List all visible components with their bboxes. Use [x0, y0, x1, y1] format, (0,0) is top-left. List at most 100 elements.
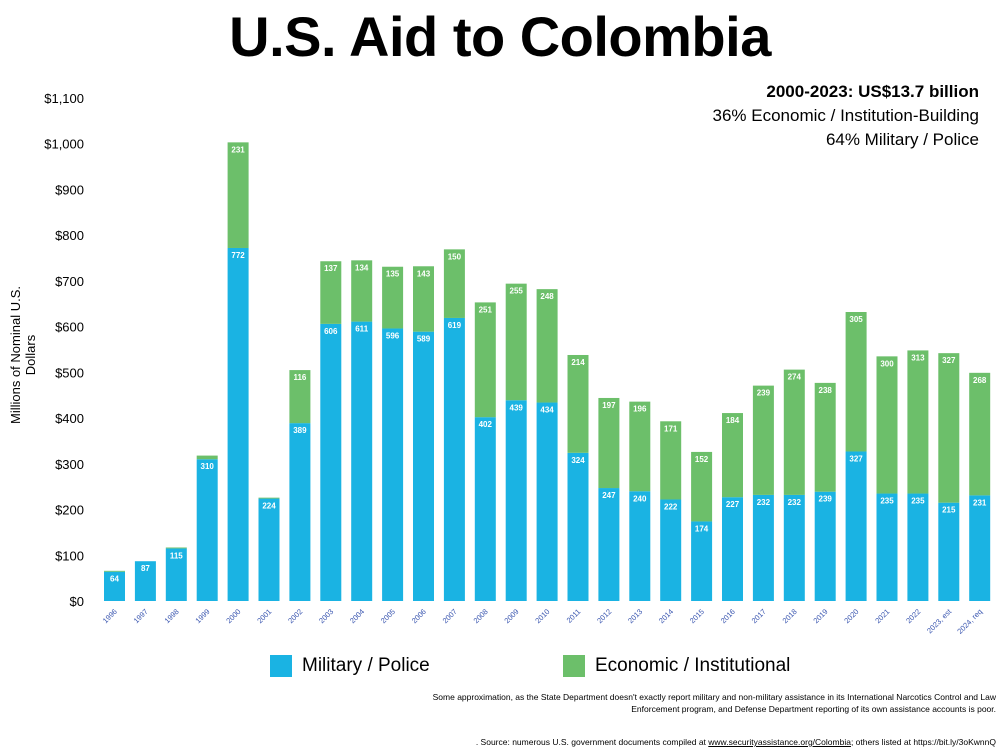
data-label-military: 596 — [386, 331, 400, 340]
bar-military — [969, 495, 991, 601]
bar-economic — [629, 401, 651, 492]
bar-military — [567, 452, 589, 601]
data-label-economic: 184 — [726, 416, 740, 425]
data-label-economic: 231 — [231, 145, 245, 154]
x-tick-label: 2022 — [904, 607, 922, 625]
data-label-economic: 251 — [479, 305, 493, 314]
data-label-military: 222 — [664, 502, 678, 511]
bar-economic — [814, 382, 836, 492]
data-label-military: 224 — [262, 502, 276, 511]
bar-military — [814, 491, 836, 601]
bar-military — [691, 521, 713, 601]
y-tick-label: $900 — [55, 182, 84, 197]
bar-economic — [351, 260, 373, 322]
bar-economic — [969, 372, 991, 496]
bar-economic — [474, 302, 496, 418]
bar-military — [258, 498, 280, 601]
x-tick-label: 2019 — [811, 607, 829, 625]
data-label-military: 606 — [324, 327, 338, 336]
data-label-economic: 197 — [602, 401, 616, 410]
y-tick-label: $1,100 — [44, 91, 84, 106]
data-label-military: 174 — [695, 524, 709, 533]
summary-box: 2000-2023: US$13.7 billion 36% Economic … — [713, 80, 979, 152]
x-tick-label: 2013 — [626, 607, 644, 625]
legend-economic-swatch — [563, 655, 585, 677]
bar-military — [227, 247, 249, 601]
data-label-military: 240 — [633, 494, 647, 503]
data-label-economic: 255 — [510, 287, 524, 296]
x-tick-label: 2016 — [719, 607, 737, 625]
bar-economic — [876, 356, 898, 494]
bar-military — [660, 499, 682, 601]
source-prefix: . Source: numerous U.S. government docum… — [475, 737, 709, 747]
data-label-economic: 313 — [911, 353, 925, 362]
data-label-military: 115 — [170, 551, 183, 560]
data-label-military: 589 — [417, 335, 431, 344]
bar-military — [722, 497, 743, 601]
chart-title: U.S. Aid to Colombia — [229, 5, 771, 68]
source-suffix: ; others listed at https://bit.ly/3oKwnn… — [850, 737, 996, 747]
x-tick-label: 2015 — [688, 607, 706, 625]
x-tick-label: 2008 — [472, 607, 490, 625]
data-label-military: 227 — [726, 500, 740, 509]
data-label-economic: 137 — [324, 264, 338, 273]
data-label-economic: 196 — [633, 405, 647, 414]
x-tick-label: 2004 — [348, 607, 366, 625]
bar-military — [598, 488, 620, 601]
x-tick-label: 2021 — [873, 607, 891, 625]
y-tick-label: $500 — [55, 365, 84, 380]
bar-economic — [413, 266, 434, 332]
data-label-military: 389 — [293, 426, 307, 435]
bar-military — [783, 494, 805, 601]
data-label-military: 235 — [880, 497, 894, 506]
footnote: Some approximation, as the State Departm… — [432, 692, 996, 714]
bar-military — [443, 317, 465, 601]
bar-military — [474, 417, 496, 601]
data-label-economic: 238 — [819, 386, 833, 395]
x-tick-label: 2000 — [224, 607, 242, 625]
x-tick-label: 2002 — [286, 607, 304, 625]
x-tick-label: 2005 — [379, 607, 397, 625]
x-tick-label: 2010 — [533, 607, 551, 625]
legend-military: Military / Police — [270, 655, 430, 677]
bar-military — [320, 323, 342, 601]
data-label-economic: 152 — [695, 455, 709, 464]
legend-military-swatch — [270, 655, 292, 677]
stacked-bar-chart: $0 $100 $200 $300 $400 $500 $600 $700 $800 $900 $1… — [44, 91, 991, 636]
data-label-military: 87 — [141, 564, 150, 573]
bar-military — [536, 402, 558, 601]
bar-economic — [165, 547, 187, 549]
summary-economic-share: 36% Economic / Institution-Building — [712, 106, 979, 125]
x-tick-label: 1997 — [132, 607, 150, 625]
bar-economic — [443, 249, 465, 318]
bar-economic — [289, 370, 311, 424]
bar-economic — [382, 266, 404, 329]
x-tick-label: 2006 — [410, 607, 428, 625]
source-line: . Source: numerous U.S. government docum… — [296, 737, 996, 747]
bar-economic — [907, 350, 929, 494]
bar-economic — [598, 397, 620, 489]
bar-military — [876, 493, 898, 601]
y-tick-label: $100 — [55, 548, 84, 563]
data-label-economic: 214 — [571, 358, 585, 367]
x-tick-label: 2009 — [502, 607, 520, 625]
data-label-military: 402 — [479, 420, 493, 429]
x-tick-label: 1999 — [193, 607, 211, 625]
bar-economic — [104, 570, 125, 572]
x-tick-label: 2007 — [441, 607, 459, 625]
data-label-economic: 143 — [417, 269, 431, 278]
y-tick-label: $1,000 — [44, 137, 84, 152]
data-label-military: 64 — [110, 575, 119, 584]
bar-economic — [660, 421, 682, 500]
bar-military — [752, 494, 774, 601]
data-label-military: 324 — [571, 456, 585, 465]
bar-economic — [783, 369, 805, 495]
bar-military — [413, 331, 434, 601]
x-tick-label: 2017 — [750, 607, 768, 625]
bar-economic — [938, 353, 960, 503]
summary-headline: 2000-2023: US$13.7 billion — [766, 82, 979, 101]
data-label-military: 434 — [540, 406, 554, 415]
bar-military — [845, 451, 867, 601]
source-link[interactable]: www.securityassistance.org/Colombia — [708, 737, 851, 747]
x-tick-label: 2024, req — [955, 607, 984, 636]
